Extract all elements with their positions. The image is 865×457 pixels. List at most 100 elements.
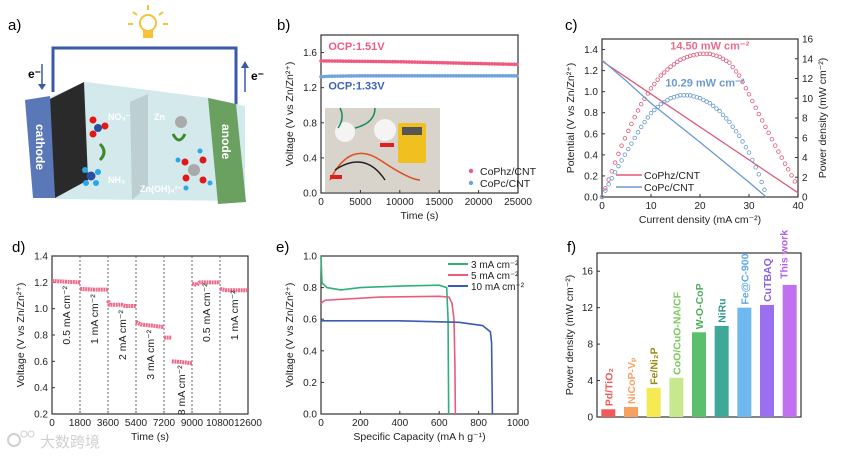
data-point-0	[388, 59, 392, 64]
electron-label-left: e⁻	[28, 67, 41, 81]
data-point-1	[344, 74, 348, 78]
power-point-0	[759, 118, 765, 123]
power-point-1	[740, 139, 745, 144]
data-point-1	[435, 74, 439, 78]
y-tick-label: 0.0	[584, 193, 598, 204]
power-point-0	[766, 130, 771, 136]
membrane	[130, 94, 148, 200]
data-point-1	[352, 74, 356, 78]
data-point-1	[327, 74, 332, 79]
y-tick-label: 0.8	[303, 283, 317, 294]
data-point-0	[509, 62, 514, 67]
data-point-0	[495, 62, 500, 66]
voltage-step	[135, 320, 165, 330]
power-point-0	[622, 136, 628, 141]
power-point-0	[769, 136, 775, 142]
bar-7	[760, 304, 774, 417]
data-point-1	[426, 74, 431, 78]
data-point-0	[410, 60, 414, 64]
data-point-0	[374, 59, 378, 64]
y-tick-label: 1.0	[303, 252, 317, 263]
data-point-0	[341, 59, 345, 63]
plot-frame-b	[320, 34, 519, 194]
conversion-arrow-icon	[98, 142, 106, 162]
x-tick-label: 10000	[386, 197, 414, 208]
cathode-plate	[25, 96, 55, 198]
power-point-0	[746, 92, 752, 97]
power-point-0	[668, 64, 673, 69]
data-point-0	[487, 61, 492, 66]
inset-photo	[325, 107, 440, 192]
data-point-0	[448, 61, 453, 65]
x-tick-label: 20000	[465, 197, 493, 208]
data-point-1	[418, 74, 423, 78]
external-wire	[51, 46, 238, 106]
power-point-1	[632, 135, 637, 141]
data-point-1	[509, 74, 514, 78]
power-point-1	[612, 169, 618, 175]
light-bulb-icon	[128, 5, 168, 38]
power-point-1	[701, 97, 706, 103]
power-point-0	[779, 155, 784, 160]
power-point-1	[652, 107, 657, 113]
power-point-1	[603, 188, 608, 193]
y-tick-label: 0.4	[303, 346, 317, 357]
voltage-step	[51, 279, 81, 285]
data-point-0	[377, 59, 381, 64]
x-tick-label: 200	[352, 418, 369, 429]
discharge-curve-2	[321, 319, 494, 415]
y-tick-label: 0.4	[303, 153, 317, 164]
data-point-0	[512, 62, 516, 67]
data-point-0	[401, 60, 406, 64]
data-point-0	[424, 60, 428, 65]
power-point-0	[671, 62, 677, 67]
x-tick-label: 7200	[153, 418, 176, 429]
x-tick-label: 3600	[97, 418, 120, 429]
power-point-1	[750, 157, 755, 163]
data-point-1	[393, 74, 398, 78]
power-point-0	[730, 64, 735, 70]
power-point-1	[665, 97, 670, 103]
data-point-0	[407, 60, 412, 64]
data-point-0	[352, 59, 356, 64]
power-point-0	[727, 60, 732, 65]
annotation: 14.50 mW cm⁻²	[670, 41, 750, 53]
bar-label: NiCoP-Vₚ	[626, 357, 638, 404]
y-tick-label: 8	[587, 340, 593, 351]
x-axis-label: Time (s)	[131, 431, 169, 443]
data-point-1	[404, 74, 409, 78]
watermark-text: 大数跨境	[40, 433, 100, 451]
y-tick-label: 0.2	[303, 378, 317, 389]
data-point-1	[457, 74, 461, 78]
legend-label: 5 mA cm⁻²	[471, 271, 519, 282]
data-point-0	[415, 60, 420, 64]
legend-label: CoPc/CNT	[644, 182, 695, 194]
data-point-1	[481, 74, 486, 78]
y-axis-label: Power density (mW cm⁻²)	[564, 275, 576, 395]
data-point-1	[446, 74, 450, 78]
data-point-1	[484, 74, 489, 78]
power-point-1	[616, 163, 621, 169]
power-point-0	[776, 149, 781, 154]
data-point-1	[319, 74, 323, 79]
data-point-0	[393, 59, 398, 64]
panel-label-e: e)	[276, 239, 289, 256]
data-point-0	[355, 59, 359, 64]
data-point-1	[382, 74, 387, 78]
data-point-0	[327, 59, 332, 63]
y-right-tick-label: 4	[802, 153, 808, 164]
data-point-0	[498, 62, 503, 66]
power-point-1	[727, 119, 732, 125]
x-tick-label: 10	[645, 201, 657, 212]
bar-3	[669, 377, 684, 417]
y-right-axis-label: Power density (mW cm⁻²)	[817, 58, 829, 178]
y-tick-label: 0.4	[584, 150, 598, 161]
discharge-curve-1	[320, 295, 457, 415]
data-point-0	[412, 60, 417, 64]
data-point-0	[473, 61, 478, 66]
data-point-0	[465, 61, 469, 66]
y-tick-label: 0.0	[303, 410, 317, 421]
voltage-step	[171, 359, 193, 366]
data-point-0	[396, 59, 401, 64]
data-point-1	[448, 74, 453, 78]
